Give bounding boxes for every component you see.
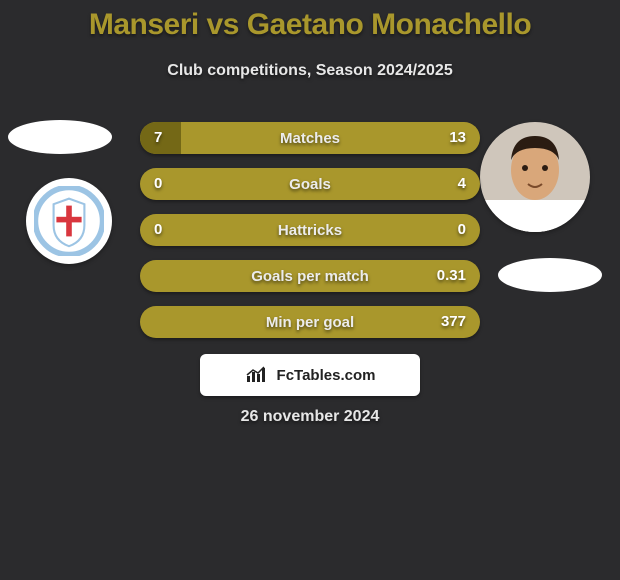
stat-value-left: 0: [154, 214, 162, 246]
stat-label: Goals per match: [251, 268, 369, 285]
stat-label: Min per goal: [266, 314, 354, 331]
stat-row: 0 Hattricks 0: [140, 214, 480, 246]
stat-row: 7 Matches 13: [140, 122, 480, 154]
attribution-badge: FcTables.com: [200, 354, 420, 396]
stat-label: Matches: [280, 130, 340, 147]
stat-value-right: 13: [449, 122, 466, 154]
stat-label: Goals: [289, 176, 331, 193]
subtitle: Club competitions, Season 2024/2025: [0, 62, 620, 80]
date-label: 26 november 2024: [0, 408, 620, 426]
club-crest-right-placeholder: [498, 258, 602, 292]
bar-chart-icon: [245, 366, 271, 384]
player-right-avatar: [480, 122, 590, 232]
novara-crest-icon: [34, 186, 104, 256]
stat-row: Goals per match 0.31: [140, 260, 480, 292]
stat-row: Min per goal 377: [140, 306, 480, 338]
attribution-text: FcTables.com: [277, 367, 376, 384]
comparison-bars: 7 Matches 13 0 Goals 4 0 Hattricks 0 Goals per ma…: [140, 122, 480, 352]
stat-value-right: 4: [458, 168, 466, 200]
page-title: Manseri vs Gaetano Monachello: [0, 8, 620, 42]
stat-value-right: 0: [458, 214, 466, 246]
comparison-infographic: Manseri vs Gaetano Monachello Club compe…: [0, 0, 620, 580]
club-crest-left: [26, 178, 112, 264]
stat-value-left: 7: [154, 122, 162, 154]
stat-value-right: 0.31: [437, 260, 466, 292]
stat-value-left: 0: [154, 168, 162, 200]
stat-row: 0 Goals 4: [140, 168, 480, 200]
stat-label: Hattricks: [278, 222, 342, 239]
stat-value-right: 377: [441, 306, 466, 338]
player-photo-icon: [480, 122, 590, 232]
player-left-placeholder: [8, 120, 112, 154]
